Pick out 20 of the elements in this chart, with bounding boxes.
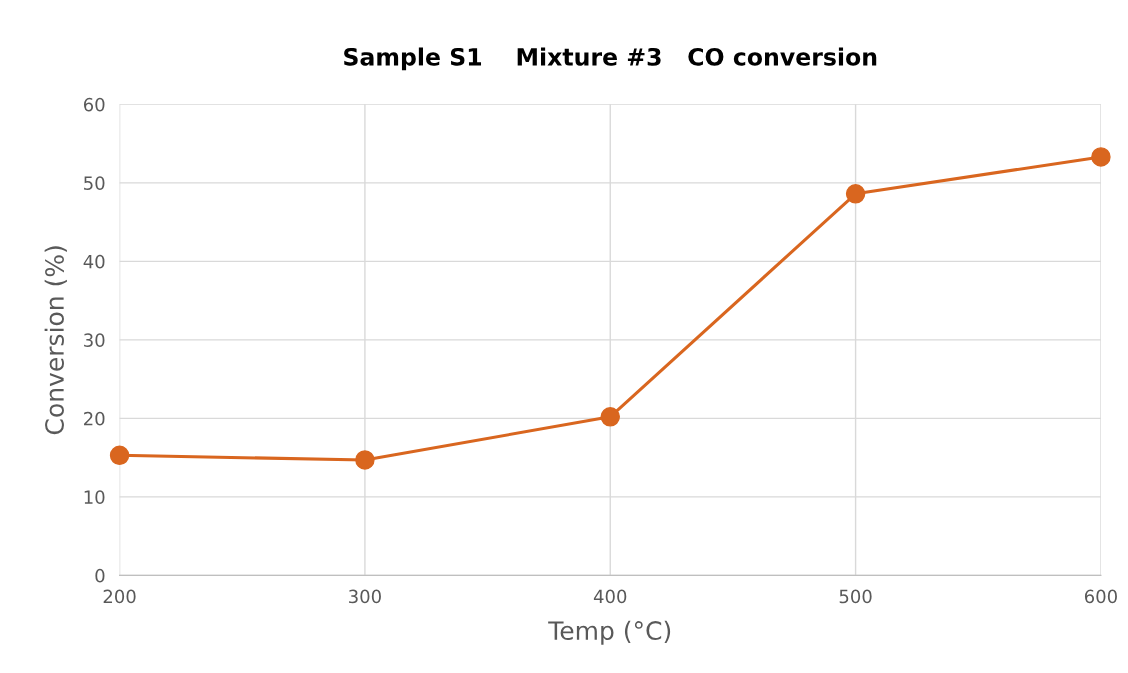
point (355, 450, 375, 470)
y-tick-label: 50 (84, 176, 105, 190)
x-tick-label: 200 (103, 589, 136, 604)
x-tick-label: 300 (349, 589, 381, 604)
y-tick-label: 10 (84, 490, 105, 505)
x-tick-label: 500 (839, 589, 872, 604)
x-tick-label: 600 (1084, 589, 1117, 604)
x-tick-label: 400 (593, 589, 627, 604)
y-axis-title: Conversion (%) (44, 246, 67, 435)
y-tick-label: 30 (84, 333, 105, 347)
y-tick-label: 0 (95, 568, 105, 583)
y-tick-label: 40 (83, 254, 105, 269)
chart-title: Sample S1 Mixture #3 CO conversion (344, 47, 877, 71)
x-axis-title: Temp (°C) (548, 620, 671, 645)
point (1091, 147, 1111, 167)
y-tick-label: 60 (83, 97, 105, 112)
point (109, 445, 130, 466)
point (845, 184, 866, 204)
point (600, 407, 620, 427)
y-tick-label: 20 (84, 411, 105, 426)
